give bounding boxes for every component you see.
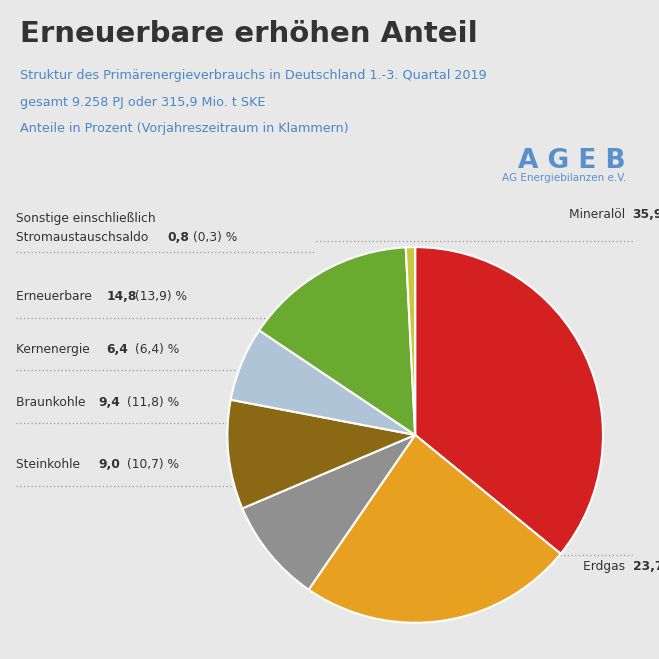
Text: (10,7) %: (10,7) % — [127, 458, 179, 471]
Text: AG Energiebilanzen e.V.: AG Energiebilanzen e.V. — [501, 173, 626, 183]
Text: Sonstige einschließlich: Sonstige einschließlich — [16, 212, 156, 225]
Text: 9,4: 9,4 — [99, 395, 121, 409]
Text: (0,3) %: (0,3) % — [194, 231, 238, 244]
Text: 23,7: 23,7 — [633, 560, 659, 573]
Wedge shape — [231, 330, 415, 435]
Text: 9,0: 9,0 — [99, 458, 121, 471]
Text: Steinkohle: Steinkohle — [16, 458, 88, 471]
Wedge shape — [308, 435, 561, 623]
Text: (11,8) %: (11,8) % — [127, 395, 179, 409]
Text: Anteile in Prozent (Vorjahreszeitraum in Klammern): Anteile in Prozent (Vorjahreszeitraum in… — [20, 122, 349, 135]
Wedge shape — [227, 400, 415, 509]
Text: Braunkohle: Braunkohle — [16, 395, 94, 409]
Text: (6,4) %: (6,4) % — [135, 343, 179, 356]
Text: Stromaustauschsaldo: Stromaustauschsaldo — [16, 231, 157, 244]
Text: Kernenergie: Kernenergie — [16, 343, 98, 356]
Text: 35,9: 35,9 — [633, 208, 659, 221]
Wedge shape — [415, 247, 603, 554]
Text: Mineralöl: Mineralöl — [569, 208, 633, 221]
Text: 14,8: 14,8 — [106, 290, 137, 303]
Text: (13,9) %: (13,9) % — [135, 290, 186, 303]
Text: Erneuerbare: Erneuerbare — [16, 290, 100, 303]
Text: gesamt 9.258 PJ oder 315,9 Mio. t SKE: gesamt 9.258 PJ oder 315,9 Mio. t SKE — [20, 96, 265, 109]
Wedge shape — [259, 247, 415, 435]
Wedge shape — [406, 247, 415, 435]
Text: A G E B: A G E B — [519, 148, 626, 174]
Text: Erneuerbare erhöhen Anteil: Erneuerbare erhöhen Anteil — [20, 20, 478, 47]
Text: Struktur des Primärenergieverbrauchs in Deutschland 1.-3. Quartal 2019: Struktur des Primärenergieverbrauchs in … — [20, 69, 486, 82]
Text: 0,8: 0,8 — [167, 231, 189, 244]
Text: 6,4: 6,4 — [106, 343, 129, 356]
Wedge shape — [243, 435, 415, 590]
Text: Erdgas: Erdgas — [583, 560, 633, 573]
